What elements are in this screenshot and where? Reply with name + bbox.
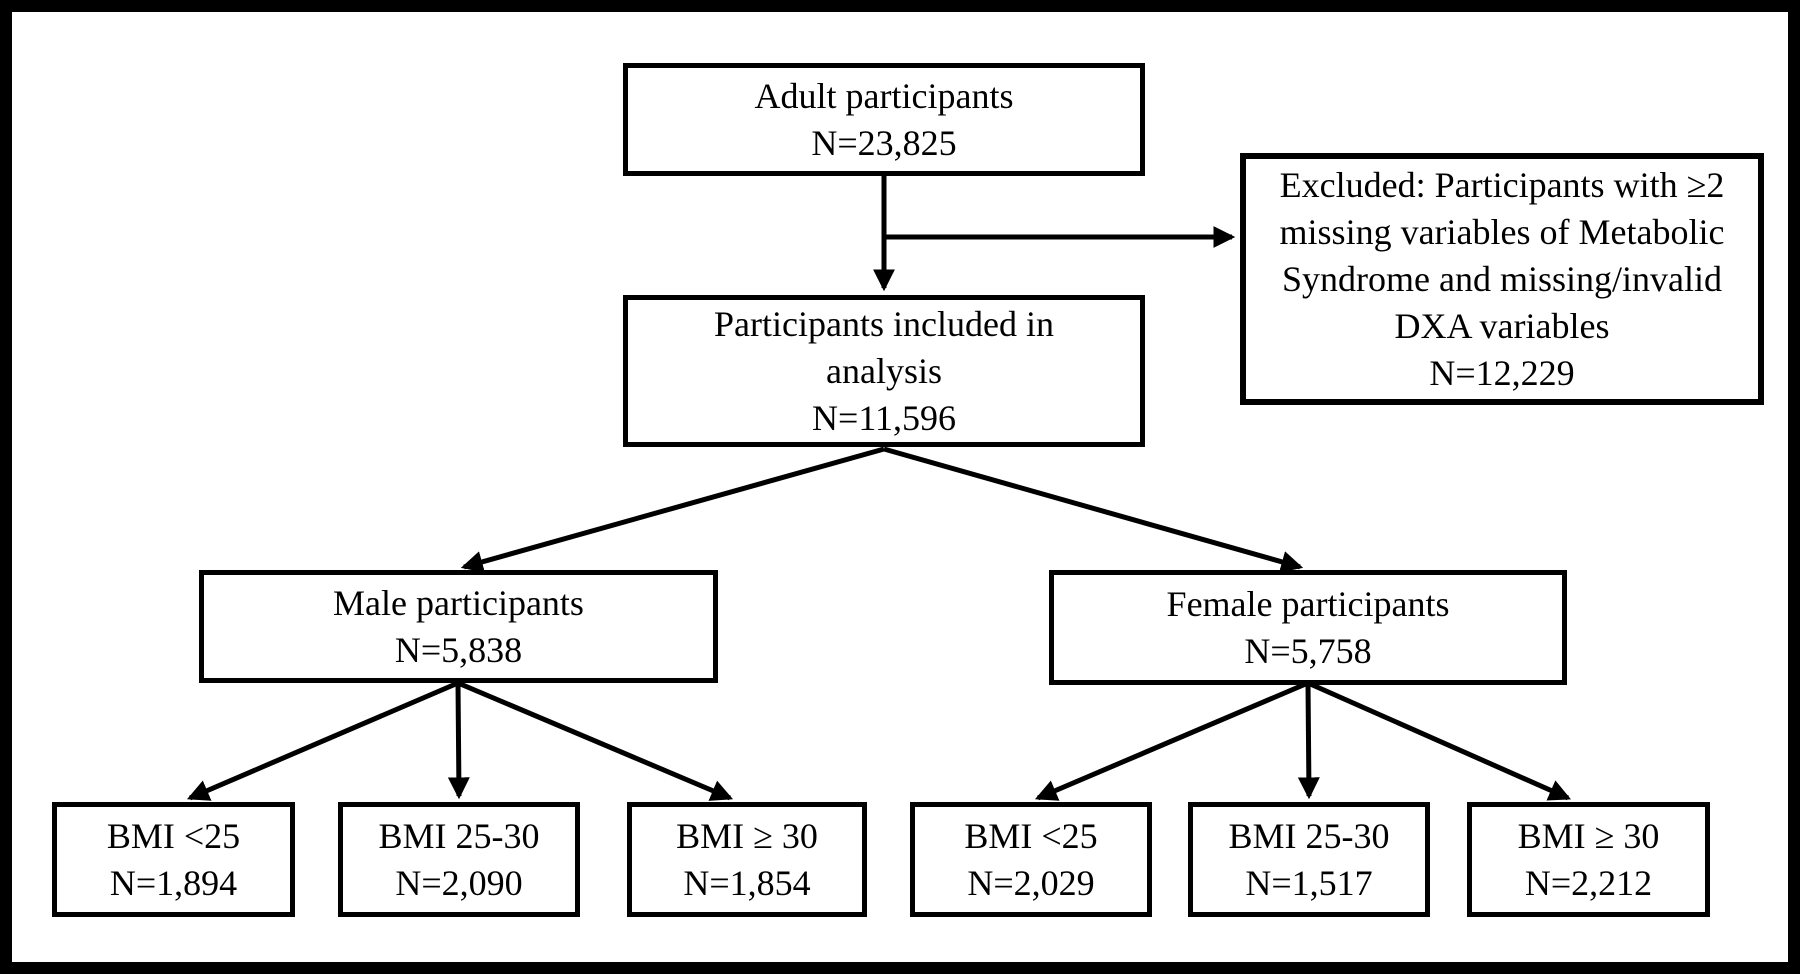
box-label: BMI <25 bbox=[964, 815, 1098, 856]
box-female-participants: Female participants N=5,758 bbox=[1049, 570, 1567, 685]
box-label: BMI 25-30 bbox=[1228, 815, 1390, 856]
arrow-included-to-male bbox=[460, 446, 885, 573]
arrow-female-to-bmi-ge30 bbox=[1306, 680, 1572, 801]
arrow-included-to-female bbox=[883, 446, 1304, 573]
box-label: BMI ≥ 30 bbox=[1517, 815, 1660, 856]
box-included-in-analysis: Participants included in analysis N=11,5… bbox=[623, 295, 1145, 447]
box-n-value: N=1,894 bbox=[109, 862, 238, 903]
box-label: Female participants bbox=[1166, 583, 1450, 624]
box-n-value: N=2,212 bbox=[1524, 862, 1653, 903]
arrow-male-to-bmi-ge30 bbox=[457, 680, 734, 801]
box-label: Adult participants bbox=[754, 75, 1014, 116]
box-n-value: N=1,854 bbox=[683, 862, 811, 903]
box-label: BMI ≥ 30 bbox=[676, 815, 818, 856]
box-n-value: N=11,596 bbox=[812, 397, 956, 438]
arrow-female-to-bmi-25-30 bbox=[1297, 682, 1320, 800]
box-n-value: N=12,229 bbox=[1429, 352, 1575, 393]
box-adult-participants: Adult participants N=23,825 bbox=[623, 63, 1145, 176]
box-label: Participants included in analysis bbox=[714, 303, 1054, 391]
box-n-value: N=2,029 bbox=[967, 862, 1095, 903]
box-n-value: N=23,825 bbox=[811, 122, 957, 163]
box-male-bmi-lt25: BMI <25 N=1,894 bbox=[52, 802, 295, 917]
box-n-value: N=2,090 bbox=[395, 862, 523, 903]
box-male-bmi-ge30: BMI ≥ 30 N=1,854 bbox=[627, 802, 867, 917]
box-label: Excluded: Participants with ≥2 missing v… bbox=[1279, 164, 1725, 346]
box-n-value: N=5,758 bbox=[1244, 630, 1372, 671]
box-label: Male participants bbox=[333, 582, 584, 623]
arrow-male-to-bmi-lt25 bbox=[186, 680, 459, 801]
box-label: BMI <25 bbox=[106, 815, 241, 856]
box-female-bmi-ge30: BMI ≥ 30 N=2,212 bbox=[1467, 802, 1710, 917]
arrow-female-to-bmi-lt25 bbox=[1034, 680, 1309, 801]
box-male-participants: Male participants N=5,838 bbox=[199, 570, 718, 683]
arrow-male-to-bmi-25-30 bbox=[447, 682, 470, 800]
box-male-bmi-25-30: BMI 25-30 N=2,090 bbox=[338, 802, 580, 917]
box-excluded: Excluded: Participants with ≥2 missing v… bbox=[1240, 153, 1764, 405]
box-female-bmi-lt25: BMI <25 N=2,029 bbox=[910, 802, 1152, 917]
box-female-bmi-25-30: BMI 25-30 N=1,517 bbox=[1188, 802, 1430, 917]
box-label: BMI 25-30 bbox=[378, 815, 540, 856]
box-n-value: N=1,517 bbox=[1245, 862, 1373, 903]
box-n-value: N=5,838 bbox=[394, 629, 523, 670]
